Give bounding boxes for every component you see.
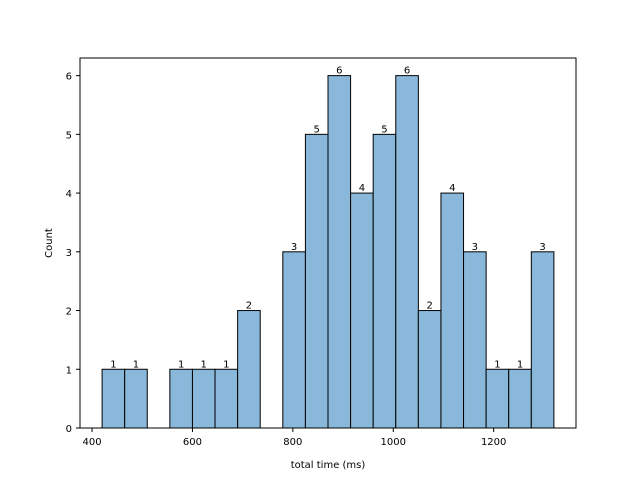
x-tick-label: 400 [83, 437, 102, 448]
histogram-bar [124, 368, 148, 429]
bar-count-label: 4 [449, 183, 455, 194]
bar-count-label: 1 [110, 359, 116, 370]
bar-count-label: 3 [291, 242, 297, 253]
x-tick-label: 800 [283, 437, 302, 448]
y-tick-label: 6 [66, 72, 72, 83]
histogram-bar [169, 368, 193, 429]
histogram-bar [282, 251, 306, 429]
histogram-bar [191, 368, 216, 429]
bar-count-label: 6 [336, 66, 342, 77]
bar-count-label: 5 [314, 124, 320, 135]
bar-count-label: 1 [517, 359, 523, 370]
bars-group [101, 75, 555, 429]
histogram-bar [530, 251, 555, 429]
histogram-bar [395, 75, 419, 429]
histogram-bar [304, 133, 329, 429]
histogram-bar [237, 310, 261, 429]
histogram-bar [440, 192, 465, 429]
histogram-bar [101, 368, 126, 429]
histogram-bar [327, 75, 352, 429]
bar-count-label: 2 [246, 301, 252, 312]
x-axis-label: total time (ms) [291, 460, 366, 471]
y-axis-ticks: 0 1 2 3 4 5 6 [66, 72, 80, 435]
histogram-bar [485, 368, 510, 429]
histogram-bar [508, 368, 532, 429]
bar-count-label: 1 [223, 359, 229, 370]
histogram-bar [417, 310, 442, 429]
plot-frame [79, 57, 577, 429]
y-tick-label: 1 [66, 365, 72, 376]
y-axis-label: Count [44, 228, 55, 258]
bar-labels-group: 1 1 1 1 1 2 3 5 6 4 5 6 2 4 3 1 1 3 [110, 66, 546, 371]
x-tick-label: 1000 [381, 437, 406, 448]
y-tick-label: 3 [66, 248, 72, 259]
bar-count-label: 1 [178, 359, 184, 370]
bar-count-label: 1 [201, 359, 207, 370]
x-axis-ticks: 400 600 800 1000 1200 [83, 428, 506, 448]
bar-count-label: 1 [494, 359, 500, 370]
histogram-bar [214, 368, 239, 429]
bar-count-label: 4 [359, 183, 365, 194]
bar-count-label: 3 [472, 242, 478, 253]
y-tick-label: 4 [66, 189, 72, 200]
bar-count-label: 6 [404, 66, 410, 77]
bar-count-label: 3 [539, 242, 545, 253]
bar-count-label: 2 [426, 301, 432, 312]
histogram-bar [372, 133, 397, 429]
bar-count-label: 5 [381, 124, 387, 135]
y-tick-label: 0 [66, 424, 72, 435]
x-tick-label: 600 [183, 437, 202, 448]
histogram-bar [463, 251, 487, 429]
x-tick-label: 1200 [481, 437, 506, 448]
bar-count-label: 1 [133, 359, 139, 370]
histogram-bar [350, 192, 374, 429]
y-tick-label: 5 [66, 130, 72, 141]
y-tick-label: 2 [66, 307, 72, 318]
